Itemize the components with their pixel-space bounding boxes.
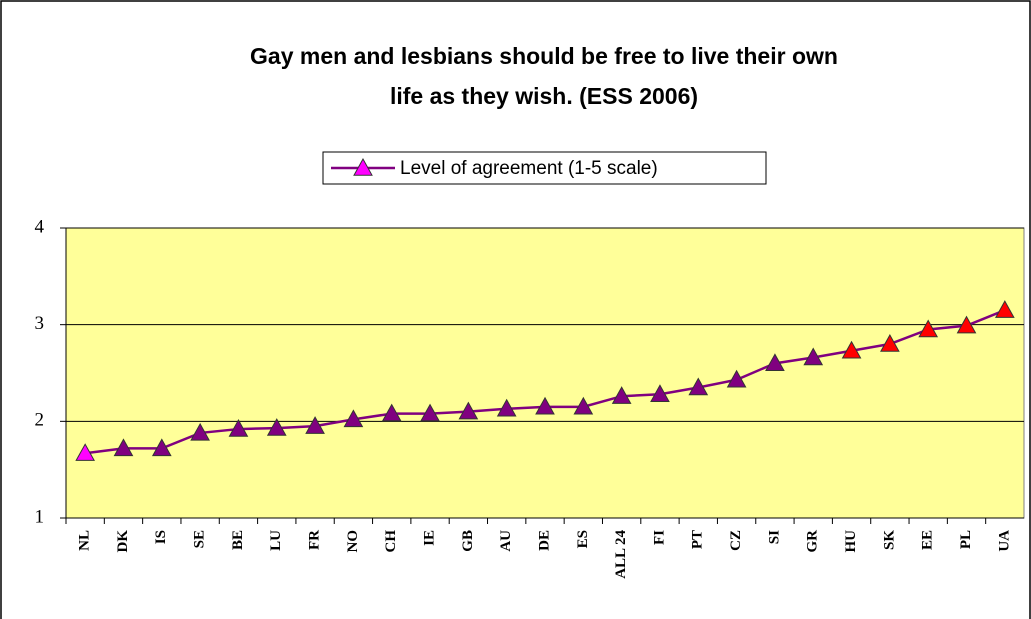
data-marker: [650, 384, 670, 402]
x-tick-label: AU: [498, 530, 514, 552]
chart-title: Gay men and lesbians should be free to l…: [250, 43, 838, 69]
x-tick-label: UA: [996, 530, 1012, 552]
data-marker: [151, 438, 172, 457]
x-tick-label: ALL 24: [613, 530, 629, 579]
x-tick-label: GB: [460, 530, 476, 552]
x-tick-label: EE: [920, 530, 936, 550]
chart-title: life as they wish. (ESS 2006): [390, 83, 698, 109]
x-tick-label: SK: [881, 530, 897, 550]
data-marker: [496, 398, 517, 417]
data-marker: [113, 438, 134, 457]
x-tick-label: ES: [575, 530, 591, 548]
x-tick-label: IE: [421, 530, 437, 546]
data-marker: [688, 377, 709, 396]
x-tick-label: SI: [766, 530, 782, 544]
x-tick-label: BE: [230, 530, 246, 550]
data-marker: [343, 409, 364, 428]
data-marker: [573, 396, 594, 415]
y-tick-label: 1: [35, 506, 45, 527]
x-tick-label: LU: [268, 530, 284, 551]
data-marker: [841, 340, 862, 359]
plot-area: [65, 227, 1025, 519]
x-tick-label: FI: [651, 530, 667, 545]
x-tick-label: DE: [536, 530, 552, 551]
legend-marker: [353, 157, 373, 176]
y-tick-label: 4: [35, 216, 45, 237]
legend: Level of agreement (1-5 scale): [322, 151, 767, 185]
data-marker: [726, 369, 747, 388]
x-tick-label: CH: [383, 530, 399, 553]
data-marker: [611, 386, 632, 404]
x-tick-label: SE: [192, 530, 208, 548]
y-tick-label: 3: [35, 313, 45, 334]
data-marker: [305, 416, 325, 434]
data-marker: [956, 315, 977, 334]
data-marker: [918, 319, 939, 338]
x-tick-label: NO: [345, 530, 361, 553]
x-tick-label: HU: [843, 530, 859, 553]
data-marker: [420, 403, 440, 422]
data-marker: [458, 401, 479, 420]
legend-label: Level of agreement (1-5 scale): [400, 158, 658, 179]
data-marker: [803, 347, 824, 366]
data-marker: [190, 422, 210, 441]
y-tick-label: 2: [35, 410, 45, 431]
legend-box: [322, 151, 767, 185]
x-tick-label: CZ: [728, 530, 744, 551]
data-marker: [765, 353, 785, 372]
x-tick-label: DK: [115, 530, 131, 553]
data-marker: [228, 419, 249, 437]
x-tick-label: PT: [690, 530, 706, 549]
x-tick-label: PL: [958, 530, 974, 549]
x-tick-label: GR: [805, 530, 821, 553]
data-marker: [994, 300, 1015, 318]
x-tick-label: IS: [153, 530, 169, 544]
data-marker: [880, 333, 900, 352]
data-marker: [75, 443, 96, 461]
data-marker: [381, 403, 402, 422]
data-marker: [535, 396, 555, 415]
x-tick-label: NL: [77, 530, 93, 551]
data-marker: [266, 418, 287, 436]
x-tick-label: FR: [307, 530, 323, 550]
